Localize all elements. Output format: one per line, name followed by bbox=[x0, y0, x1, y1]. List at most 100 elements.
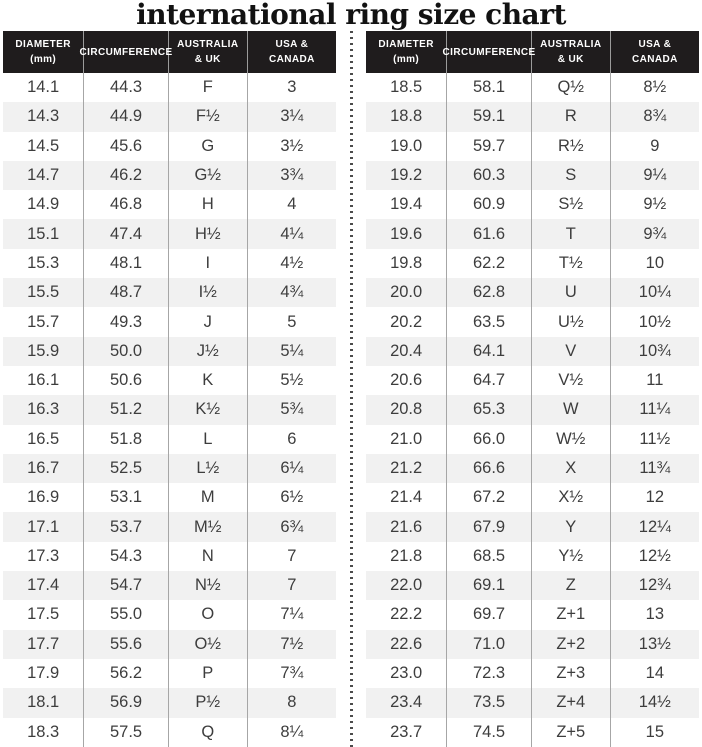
table-cell: 51.2 bbox=[84, 395, 169, 425]
table-cell: U bbox=[532, 278, 611, 308]
table-cell: 54.3 bbox=[84, 541, 169, 572]
table-cell: 22.2 bbox=[366, 600, 448, 630]
table-cell: 10½ bbox=[638, 312, 671, 331]
table-cell: 15.1 bbox=[3, 219, 85, 249]
table-cell: 17.5 bbox=[3, 600, 85, 630]
table-row: 21.6 67.9 Y 12¼ bbox=[366, 512, 699, 542]
ring-size-chart: DIAMETER (mm) CIRCUMFERENCE AUSTRALIA & UK… bbox=[0, 31, 702, 747]
table-row: 16.1 50.6 K 5½ bbox=[3, 365, 336, 396]
table-cell: 60.3 bbox=[447, 160, 532, 191]
table-cell: 8 bbox=[287, 693, 297, 712]
table-cell: M½ bbox=[169, 512, 248, 542]
table-cell: L½ bbox=[169, 453, 248, 484]
table-cell: 74.5 bbox=[447, 717, 532, 747]
table-cell: 10¼ bbox=[638, 283, 671, 302]
table-header-cell: AUSTRALIA & UK bbox=[169, 31, 248, 73]
table-cell: 23.0 bbox=[366, 658, 448, 689]
table-cell: 53.7 bbox=[84, 512, 169, 542]
table-cell: 14.5 bbox=[3, 131, 85, 161]
table-cell: 8¾ bbox=[643, 107, 667, 126]
table-row: 21.4 67.2 X½ 12 bbox=[366, 483, 699, 513]
table-row: 17.3 54.3 N 7 bbox=[3, 541, 336, 572]
table-cell: 69.7 bbox=[447, 600, 532, 630]
table-cell: 7 bbox=[287, 576, 297, 595]
table-cell: 15 bbox=[645, 722, 665, 741]
table-cell: 50.0 bbox=[84, 336, 169, 366]
table-cell: Y bbox=[532, 512, 611, 542]
table-row: 22.0 69.1 Z 12¾ bbox=[366, 571, 699, 601]
table-cell: 58.1 bbox=[447, 73, 532, 103]
table-cell: F bbox=[169, 73, 248, 103]
table-cell: 16.7 bbox=[3, 453, 85, 484]
table-header-row: DIAMETER (mm) CIRCUMFERENCE AUSTRALIA & UK… bbox=[366, 31, 699, 73]
table-cell: I½ bbox=[169, 278, 248, 308]
table-row: 17.4 54.7 N½ 7 bbox=[3, 571, 336, 601]
table-cell: 56.9 bbox=[84, 688, 169, 718]
table-row: 19.4 60.9 S½ 9½ bbox=[366, 190, 699, 220]
table-cell: 72.3 bbox=[447, 658, 532, 689]
table-cell: 47.4 bbox=[84, 219, 169, 249]
table-cell: 4½ bbox=[280, 253, 304, 272]
table-cell: 3¼ bbox=[280, 107, 304, 126]
table-cell: 23.4 bbox=[366, 688, 448, 718]
table-cell: 19.0 bbox=[366, 131, 448, 161]
table-row: 23.0 72.3 Z+3 14 bbox=[366, 658, 699, 689]
table-cell: 14.3 bbox=[3, 102, 85, 132]
table-row: 22.6 71.0 Z+2 13½ bbox=[366, 629, 699, 659]
table-cell: 7¼ bbox=[280, 605, 304, 624]
table-cell: Z+4 bbox=[532, 688, 611, 718]
table-row: 18.5 58.1 Q½ 8½ bbox=[366, 73, 699, 103]
table-row: 23.4 73.5 Z+4 14½ bbox=[366, 688, 699, 718]
table-cell: I bbox=[169, 248, 248, 279]
table-row: 18.3 57.5 Q 8¼ bbox=[3, 717, 336, 747]
table-cell: 17.9 bbox=[3, 658, 85, 689]
table-row: 15.7 49.3 J 5 bbox=[3, 307, 336, 337]
table-row: 17.5 55.0 O 7¼ bbox=[3, 600, 336, 630]
table-cell: W bbox=[532, 395, 611, 425]
table-cell: 20.6 bbox=[366, 365, 448, 396]
table-cell: 15.3 bbox=[3, 248, 85, 279]
table-cell: 22.6 bbox=[366, 629, 448, 659]
table-cell: 64.1 bbox=[447, 336, 532, 366]
table-cell: O½ bbox=[169, 629, 248, 659]
table-cell: 5½ bbox=[280, 371, 304, 390]
table-header-cell: USA & CANADA bbox=[268, 39, 315, 65]
table-cell: N½ bbox=[169, 571, 248, 601]
table-cell: N bbox=[169, 541, 248, 572]
table-cell: 4¾ bbox=[280, 283, 304, 302]
table-cell: 20.0 bbox=[366, 278, 448, 308]
table-cell: 9 bbox=[650, 136, 660, 155]
table-cell: K bbox=[169, 365, 248, 396]
table-cell: X½ bbox=[532, 483, 611, 513]
table-cell: 9½ bbox=[643, 195, 667, 214]
table-cell: 16.5 bbox=[3, 424, 85, 454]
table-cell: 3½ bbox=[280, 136, 304, 155]
table-cell: 44.9 bbox=[84, 102, 169, 132]
table-cell: U½ bbox=[532, 307, 611, 337]
table-cell: 9¼ bbox=[643, 166, 667, 185]
table-cell: R½ bbox=[532, 131, 611, 161]
table-cell: S½ bbox=[532, 190, 611, 220]
table-cell: Y½ bbox=[532, 541, 611, 572]
ring-size-table-right: DIAMETER (mm) CIRCUMFERENCE AUSTRALIA & UK… bbox=[366, 31, 699, 747]
table-row: 14.5 45.6 G 3½ bbox=[3, 131, 336, 161]
table-cell: 66.6 bbox=[447, 453, 532, 484]
table-cell: 8½ bbox=[643, 78, 667, 97]
table-cell: 6¼ bbox=[280, 459, 304, 477]
table-cell: 10¾ bbox=[638, 341, 671, 360]
table-cell: Z+2 bbox=[532, 629, 611, 659]
table-cell: 48.7 bbox=[84, 278, 169, 308]
table-cell: 18.8 bbox=[366, 102, 448, 132]
table-row: 20.6 64.7 V½ 11 bbox=[366, 365, 699, 396]
table-cell: 8¼ bbox=[280, 722, 304, 741]
table-row: 20.8 65.3 W 11¼ bbox=[366, 395, 699, 425]
table-cell: G½ bbox=[169, 160, 248, 191]
table-cell: 71.0 bbox=[447, 629, 532, 659]
table-cell: R bbox=[532, 102, 611, 132]
table-cell: 46.8 bbox=[84, 190, 169, 220]
table-cell: 12½ bbox=[638, 546, 671, 565]
table-cell: 19.8 bbox=[366, 248, 448, 279]
table-header-cell: CIRCUMFERENCE bbox=[80, 31, 172, 73]
table-cell: H½ bbox=[169, 219, 248, 249]
table-cell: 23.7 bbox=[366, 717, 448, 747]
